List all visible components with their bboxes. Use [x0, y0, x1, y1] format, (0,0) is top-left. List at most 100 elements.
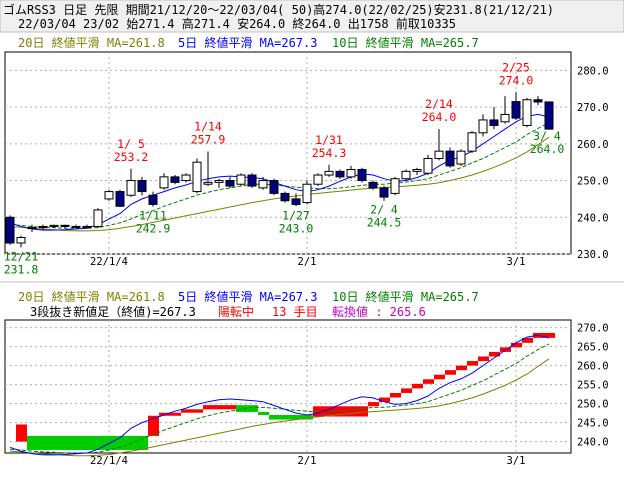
candle-body: [478, 119, 488, 134]
low-annotation-value: 264.0: [530, 142, 565, 156]
low-annotation-date: 1/27: [282, 208, 310, 222]
high-annotation-value: 274.0: [499, 73, 534, 87]
candle-body: [434, 150, 444, 160]
candle-body: [401, 170, 411, 180]
candle-body: [27, 227, 37, 230]
candle-body: [269, 180, 279, 194]
brick-up: [379, 397, 390, 403]
high-annotation-value: 257.9: [191, 133, 226, 147]
brick-up: [478, 356, 489, 362]
y-tick-label: 260.0: [577, 139, 609, 151]
bottom-grid: [5, 320, 571, 453]
bottom-plot-frame: [4, 319, 572, 454]
top-candles: [5, 92, 554, 248]
ma20-line: [9, 136, 550, 232]
brick-up: [423, 379, 434, 384]
brick-up: [390, 392, 401, 398]
brick-down: [269, 415, 313, 420]
candle-body: [258, 180, 268, 189]
high-annotation-value: 254.3: [312, 146, 347, 160]
brick-up: [511, 342, 522, 348]
brick-up: [445, 370, 456, 375]
y-tick-label: 240.0: [577, 212, 609, 224]
brick-up: [412, 383, 423, 389]
ma5-line: [9, 334, 550, 456]
brick-up: [16, 424, 27, 442]
low-annotation-date: 3/ 4: [533, 129, 561, 143]
x-tick-label: 2/1: [298, 455, 317, 467]
candle-body: [126, 180, 136, 196]
candle-body: [5, 216, 15, 244]
brick-up: [467, 361, 478, 366]
top-legend-ma10: 10日 終値平滑 MA=265.7: [332, 35, 479, 50]
candle-body: [489, 119, 499, 126]
candle-body: [390, 178, 400, 194]
bottom-x-ticks: 22/1/4 2/1 3/1: [90, 455, 525, 467]
candle-body: [280, 192, 290, 202]
candle-body: [324, 170, 334, 176]
low-annotation-date: 2/ 4: [370, 203, 398, 217]
y-tick-label: 250.0: [577, 176, 609, 188]
candle-body: [544, 101, 554, 130]
candle-body: [203, 181, 213, 185]
candle-body: [247, 174, 257, 187]
brick-up: [401, 388, 412, 393]
bottom-status-count: 13 手目: [272, 305, 318, 319]
top-legend-ma5: 5日 終値平滑 MA=267.3: [178, 35, 317, 50]
candle-body: [236, 174, 246, 185]
brick-up: [434, 374, 445, 380]
candle-body: [423, 158, 433, 174]
brick-up: [148, 415, 159, 436]
candle-body: [38, 225, 48, 229]
candle-body: [445, 150, 455, 167]
candle-body: [313, 174, 323, 185]
candle-body: [335, 170, 345, 178]
bottom-status-main: 3段抜き新値足（終値)=267.3: [30, 304, 196, 319]
bottom-legend-ma20: 20日 終値平滑 MA=261.8: [18, 289, 165, 304]
bottom-legend-ma5: 5日 終値平滑 MA=267.3: [178, 289, 317, 304]
y-tick-label: 255.0: [577, 380, 609, 392]
brick-up: [181, 409, 203, 413]
high-annotation-date: 2/14: [425, 97, 453, 111]
brick-up: [203, 405, 236, 410]
candle-body: [225, 180, 235, 187]
brick-up: [533, 332, 555, 338]
candle-body: [291, 198, 301, 205]
top-x-ticks: 22/1/4 2/1 3/1: [90, 256, 525, 268]
low-annotation-value: 244.5: [367, 216, 402, 230]
x-tick-label: 22/1/4: [90, 256, 128, 268]
x-tick-label: 3/1: [507, 455, 526, 467]
candle-body: [379, 187, 389, 198]
low-annotation-value: 242.9: [136, 222, 171, 236]
candle-body: [214, 180, 224, 183]
top-grid: [5, 52, 571, 255]
candle-body: [16, 236, 26, 244]
header-line1: ゴムRSS3 日足 先限 期間21/12/20～22/03/04( 50)高27…: [3, 2, 554, 17]
y-tick-label: 260.0: [577, 361, 609, 373]
candle-body: [412, 169, 422, 172]
candle-body: [522, 99, 532, 126]
candle-body: [159, 176, 169, 189]
low-annotation-date: 12/21: [4, 249, 39, 263]
bottom-moving-averages: [9, 334, 550, 457]
x-tick-label: 2/1: [298, 256, 317, 268]
candle-body: [148, 194, 158, 205]
ma10-line: [9, 343, 550, 454]
high-annotation-date: 1/14: [194, 120, 222, 134]
bottom-legend-ma10: 10日 終値平滑 MA=265.7: [332, 289, 479, 304]
brick-up: [456, 365, 467, 371]
candle-body: [115, 191, 125, 207]
brick-up: [522, 337, 533, 343]
ma10-line: [9, 122, 550, 229]
low-annotation-date: 1/11: [139, 209, 167, 223]
low-annotation-value: 231.8: [4, 262, 39, 276]
brick-up: [368, 402, 379, 407]
candle-body: [368, 181, 378, 189]
y-tick-label: 240.0: [577, 437, 609, 449]
x-tick-label: 22/1/4: [90, 455, 128, 467]
low-annotation-value: 243.0: [279, 221, 314, 235]
candle-body: [71, 225, 81, 228]
candle-body: [346, 169, 356, 178]
